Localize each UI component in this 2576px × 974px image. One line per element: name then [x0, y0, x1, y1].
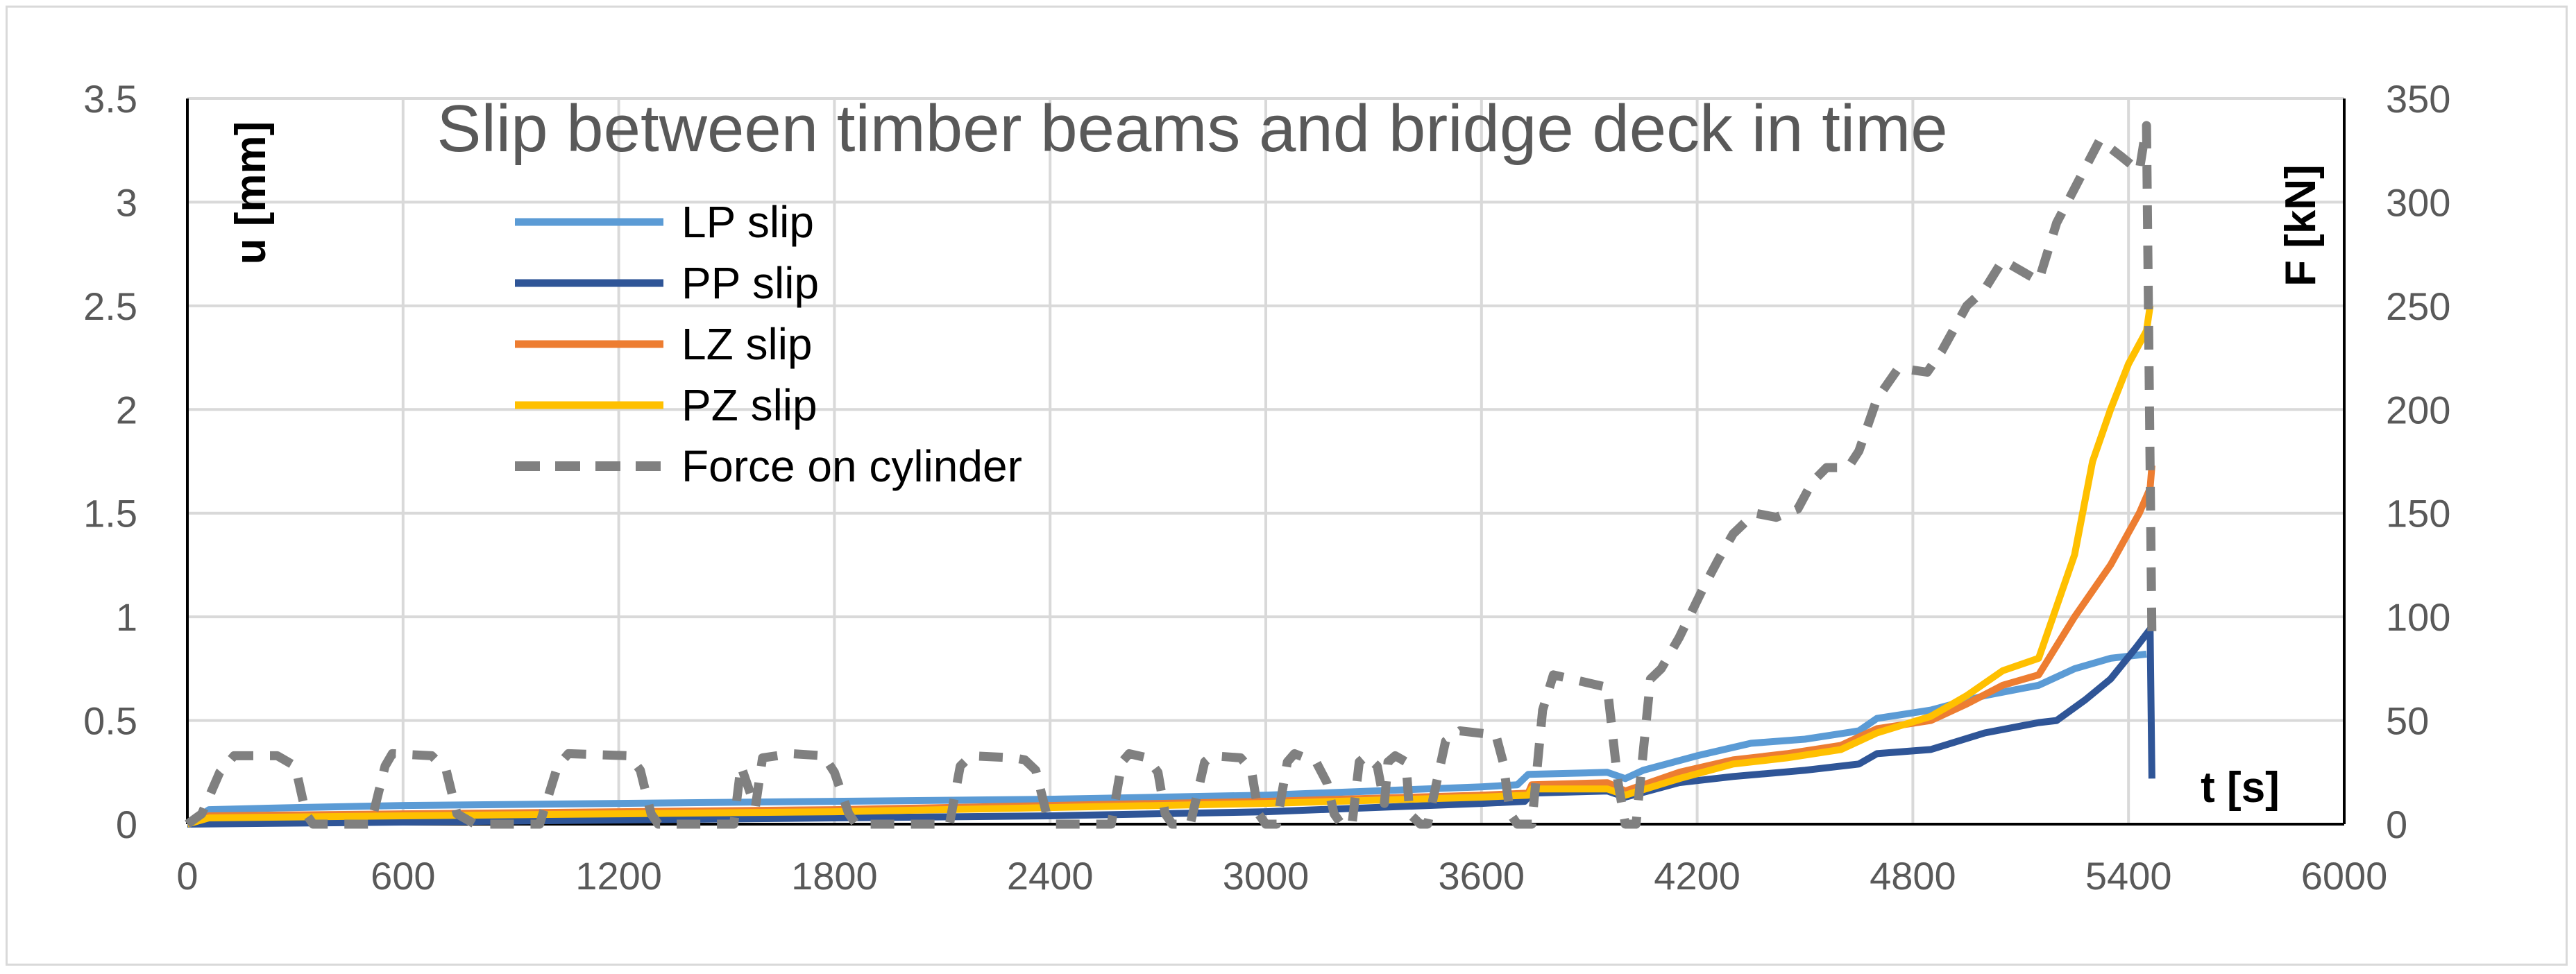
series-line-lz-slip	[186, 465, 2155, 828]
y2-axis-title: F [kN]	[2277, 164, 2325, 287]
y2-tick-label: 300	[2386, 180, 2450, 224]
y2-tick-label: 50	[2386, 699, 2429, 743]
x-tick-label: 1200	[575, 854, 662, 898]
y-tick-label: 1.5	[83, 492, 137, 536]
x-tick-label: 5400	[2085, 854, 2172, 898]
y2-tick-label: 0	[2386, 803, 2407, 846]
legend: LP slip PP slip LZ slip PZ slip Force on cyl…	[515, 197, 1022, 491]
y-tick-label: 3.5	[83, 77, 137, 121]
y-tick-label: 3	[116, 180, 137, 224]
y2-tick-label: 100	[2386, 595, 2450, 639]
series-line-force-on-cylinder	[185, 121, 2157, 829]
legend-label-lp-slip: LP slip	[681, 197, 814, 247]
y-tick-label: 0	[116, 803, 137, 846]
y-tick-label: 2.5	[83, 284, 137, 328]
x-tick-label: 600	[371, 854, 435, 898]
y-tick-label: 0.5	[83, 699, 137, 743]
x-tick-label: 4800	[1870, 854, 1956, 898]
legend-label-pz-slip: PZ slip	[681, 380, 817, 430]
grid-lines	[187, 97, 2346, 824]
y-axis-title: u [mm]	[227, 121, 275, 265]
x-tick-label: 0	[176, 854, 198, 898]
tick-labels: 0 0.5 1 1.5 2 2.5 3 3.5 0 50 100 150 200 250 300 350 0 60…	[83, 77, 2450, 898]
x-tick-label: 3600	[1439, 854, 1525, 898]
x-tick-label: 4200	[1654, 854, 1740, 898]
x-axis-title: t [s]	[2201, 764, 2280, 812]
y2-tick-label: 250	[2386, 284, 2450, 328]
y2-tick-label: 200	[2386, 388, 2450, 432]
y-tick-label: 1	[116, 595, 137, 639]
chart-title: Slip between timber beams and bridge dec…	[437, 92, 1947, 166]
y-tick-label: 2	[116, 388, 137, 432]
series-layer	[185, 121, 2157, 829]
legend-label-lz-slip: LZ slip	[681, 319, 813, 369]
x-tick-label: 2400	[1007, 854, 1094, 898]
x-tick-label: 3000	[1223, 854, 1310, 898]
series-line-pp-slip	[187, 626, 2155, 828]
series-line-pz-slip	[186, 305, 2154, 828]
y2-tick-label: 350	[2386, 77, 2450, 121]
y2-tick-label: 150	[2386, 492, 2450, 536]
legend-label-pp-slip: PP slip	[681, 258, 819, 308]
x-tick-label: 1800	[791, 854, 878, 898]
x-tick-label: 6000	[2301, 854, 2388, 898]
legend-label-force-on-cylinder: Force on cylinder	[681, 441, 1022, 491]
